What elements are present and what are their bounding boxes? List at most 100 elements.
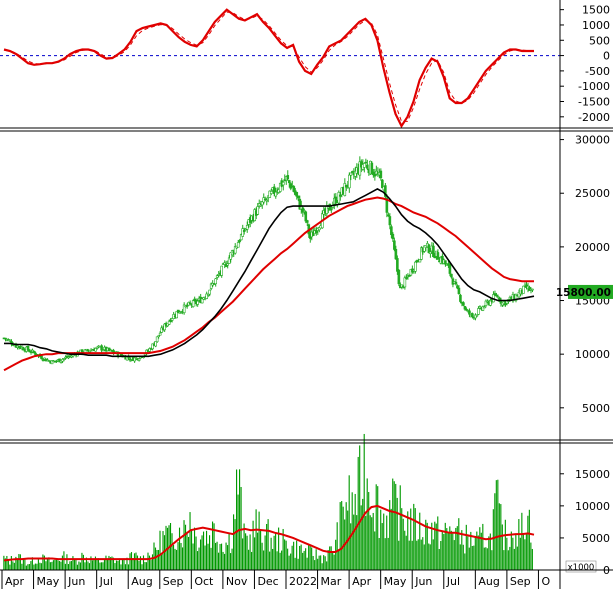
volume-bar	[227, 545, 229, 570]
volume-bar	[380, 509, 382, 570]
oscillator-tick-label: -500	[585, 65, 610, 78]
volume-bar	[150, 559, 152, 570]
candle-body	[465, 308, 468, 311]
candle-body	[403, 277, 407, 288]
candle-body	[390, 226, 393, 235]
volume-bar	[420, 539, 422, 570]
volume-bar	[85, 557, 88, 570]
candle-body	[169, 319, 172, 322]
volume-bar	[72, 556, 74, 570]
volume-bar	[12, 561, 14, 570]
volume-bar	[205, 530, 208, 570]
candle-body	[178, 312, 181, 314]
volume-bar	[261, 542, 263, 570]
candle-body	[305, 220, 309, 223]
volume-bar	[447, 533, 449, 570]
volume-bar	[100, 562, 103, 570]
volume-bar	[109, 557, 112, 570]
candle-body	[370, 162, 374, 175]
candle-body	[268, 190, 272, 198]
candle-body	[379, 170, 383, 179]
candle-body	[432, 245, 435, 257]
volume-bar	[81, 552, 83, 570]
volume-bar	[16, 559, 18, 570]
volume-panel: 150001000050000x1000	[3, 433, 610, 577]
candle-body	[214, 278, 217, 285]
volume-bar	[115, 560, 118, 570]
candle-body	[528, 286, 531, 291]
volume-bar	[224, 553, 226, 570]
volume-bar	[317, 558, 319, 570]
volume-bar	[33, 564, 35, 570]
candle-body	[4, 337, 7, 340]
volume-bar	[435, 523, 437, 570]
volume-bar	[144, 562, 146, 570]
volume-bar	[105, 555, 107, 570]
volume-bar	[120, 564, 122, 570]
volume-bar	[248, 549, 250, 570]
volume-bar	[221, 543, 223, 570]
candle-body	[456, 285, 459, 289]
volume-bar	[458, 518, 460, 570]
candle-body	[471, 313, 474, 317]
volume-bar	[222, 551, 224, 570]
candle-body	[62, 358, 66, 360]
volume-bar	[18, 554, 20, 570]
candle-body	[393, 240, 396, 250]
volume-bar	[461, 530, 463, 570]
volume-bar	[389, 500, 391, 570]
volume-bar	[335, 539, 337, 570]
volume-bar	[372, 512, 374, 570]
oscillator-tick-label: 500	[589, 34, 610, 47]
volume-bar	[434, 521, 436, 570]
candle-body	[457, 287, 461, 295]
volume-bar	[387, 537, 389, 570]
volume-bar	[353, 514, 355, 570]
time-tick-label: Sep	[163, 575, 184, 588]
volume-bar	[401, 508, 403, 570]
candle-body	[343, 183, 347, 196]
volume-bar	[303, 550, 305, 570]
volume-bar	[249, 534, 251, 570]
volume-bar	[351, 492, 353, 570]
volume-bar	[28, 564, 30, 570]
candle-body	[405, 277, 408, 279]
volume-bar	[30, 561, 32, 570]
volume-tick-label: 15000	[575, 468, 610, 481]
volume-bar	[414, 508, 416, 570]
candle-body	[100, 345, 103, 351]
candle-body	[481, 306, 485, 311]
volume-bar	[210, 547, 212, 570]
candle-body	[304, 211, 308, 222]
volume-bar	[135, 552, 137, 570]
volume-bar	[477, 535, 479, 570]
volume-bar	[393, 481, 395, 570]
volume-bar	[291, 545, 293, 570]
volume-bar	[230, 553, 232, 570]
volume-bar	[183, 520, 185, 570]
volume-bar	[257, 532, 259, 570]
volume-bar	[518, 519, 520, 570]
volume-bar	[172, 544, 175, 570]
volume-bar	[476, 531, 478, 570]
volume-bar	[530, 542, 532, 570]
candle-body	[206, 293, 210, 296]
volume-bar	[162, 531, 164, 570]
volume-bar	[384, 538, 386, 570]
volume-bar	[270, 537, 272, 570]
volume-bar	[329, 546, 331, 570]
volume-bar	[49, 562, 51, 570]
candle-body	[385, 197, 389, 213]
candle-body	[176, 309, 180, 313]
time-tick-label: May	[384, 575, 407, 588]
price-tick-label: 10000	[575, 348, 610, 361]
candle-body	[217, 274, 221, 276]
candle-body	[493, 293, 497, 296]
volume-bar	[88, 563, 91, 570]
volume-bar	[138, 560, 140, 570]
volume-bar	[362, 498, 364, 570]
volume-bar	[446, 528, 448, 570]
candle-body	[348, 174, 351, 189]
volume-bar	[189, 512, 191, 570]
